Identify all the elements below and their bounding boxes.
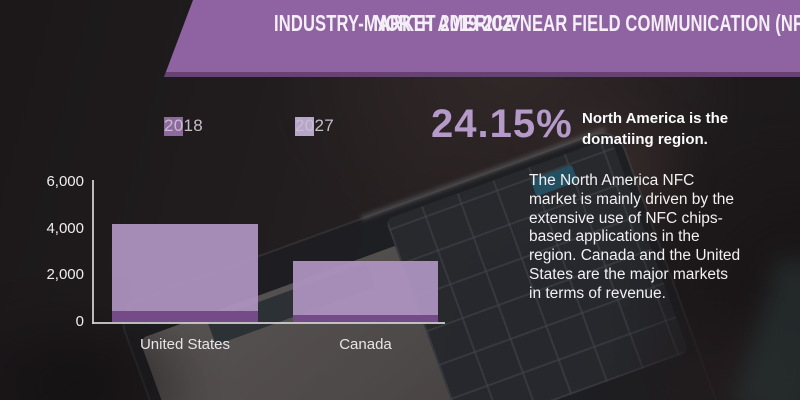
y-axis-label: 2,000 (46, 266, 84, 283)
title-line-1: NORTH AMERICA NEAR FIELD COMMUNICATION (… (373, 10, 800, 36)
bar-united-states-2018 (112, 311, 258, 322)
legend-swatch-2018 (164, 116, 183, 136)
y-axis-label: 0 (75, 313, 84, 330)
y-axis-line (92, 180, 94, 324)
banner-shadow-strip (164, 72, 800, 77)
legend-label-2018: 2018 (164, 116, 204, 135)
y-axis-label: 4,000 (46, 220, 84, 237)
legend-label-2027: 2027 (295, 116, 335, 135)
title-banner: NORTH AMERICA NEAR FIELD COMMUNICATION (… (164, 0, 800, 77)
title-line-2: INDUSTRY-MARKET 2019-2027 (274, 10, 521, 36)
y-axis-label: 6,000 (46, 173, 84, 190)
category-label-united-states: United States (139, 336, 231, 353)
category-label-canada: Canada (339, 336, 392, 353)
bar-united-states-2027 (112, 224, 258, 322)
banner-fill (164, 0, 800, 77)
description-text: The North America NFC market is mainly d… (529, 172, 741, 302)
bar-canada-2027 (293, 261, 438, 322)
x-axis-line (92, 322, 445, 324)
stat-caption: North America is the domatiing region. (582, 110, 729, 148)
stat-value: 24.15% (431, 102, 573, 146)
legend-swatch-2027 (295, 116, 314, 136)
bar-canada-2018 (293, 315, 438, 322)
